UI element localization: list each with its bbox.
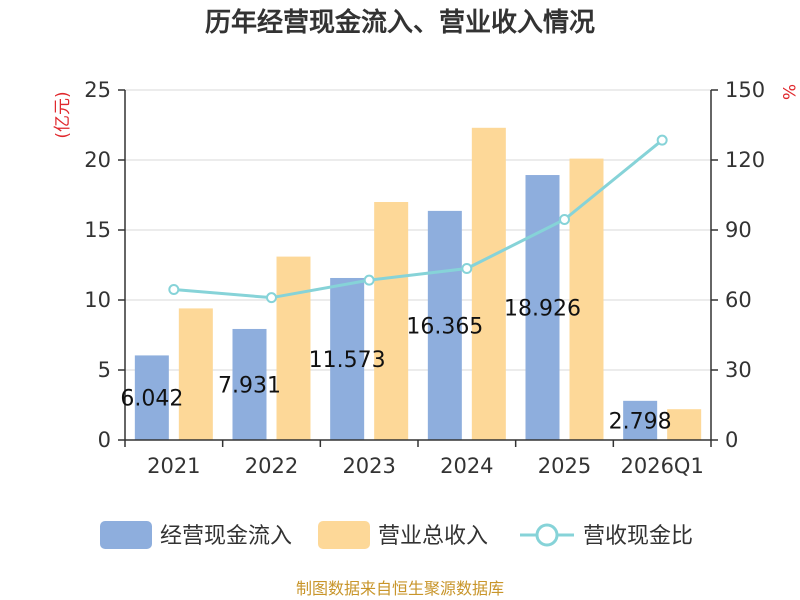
y-left-unit-label: (亿元): [53, 91, 73, 138]
ratio-line: [168, 134, 668, 304]
legend-label: 经营现金流入: [160, 524, 292, 549]
y-right-tick-label: 90: [725, 218, 752, 242]
cash-inflow-data-label: 7.931: [218, 373, 281, 398]
bars: [134, 127, 702, 441]
chart-title: 历年经营现金流入、营业收入情况: [205, 7, 595, 38]
cash-inflow-bar: [330, 277, 365, 440]
revenue-bar: [178, 308, 213, 440]
y-left-tick-label: 15: [84, 218, 111, 242]
x-tick-label: 2025: [538, 454, 591, 478]
revenue-bar: [471, 127, 506, 441]
y-left-tick-label: 25: [84, 78, 111, 102]
ratio-point: [461, 263, 473, 274]
data-labels: 6.042 7.931 11.573 16.365 18.926 2.798: [120, 297, 671, 435]
ratio-point: [559, 214, 570, 225]
legend-marker: [535, 523, 559, 547]
cash-inflow-bar: [232, 328, 267, 440]
cash-inflow-bar: [134, 355, 169, 440]
source-note: 制图数据来自恒生聚源数据库: [296, 579, 504, 598]
legend-item-revenue[interactable]: 营业总收入: [318, 521, 488, 549]
cash-inflow-data-label: 16.365: [406, 314, 483, 339]
y-left-tick-label: 10: [84, 288, 111, 312]
cash-inflow-bar: [623, 400, 658, 440]
legend-item-cash-inflow[interactable]: 经营现金流入: [100, 521, 292, 549]
x-tick-label: 2024: [440, 454, 493, 478]
cash-inflow-data-label: 6.042: [120, 387, 183, 412]
revenue-bar: [276, 256, 311, 440]
revenue-bar: [374, 202, 409, 440]
y-right-tick-label: 30: [725, 358, 752, 382]
x-tick-label: 2021: [147, 454, 200, 478]
cash-inflow-data-label: 18.926: [504, 297, 581, 322]
y-right-tick-label: 150: [725, 78, 765, 102]
revenue-bar: [569, 158, 604, 440]
x-tick-label: 2023: [342, 454, 395, 478]
cash-inflow-bar: [525, 175, 560, 440]
legend-swatch: [318, 521, 370, 549]
y-left-tick-label: 20: [84, 148, 111, 172]
x-tick-label: 2022: [245, 454, 298, 478]
grid-lines: [125, 89, 711, 371]
ratio-point: [266, 292, 277, 304]
ratio-point: [656, 134, 668, 146]
y-right-tick-label: 120: [725, 148, 765, 172]
y-left-tick-label: 0: [98, 428, 111, 452]
y-right-tick-label: 60: [725, 288, 752, 312]
revenue-bar: [667, 409, 702, 440]
y-right-tick-label: 0: [725, 428, 738, 452]
legend-swatch: [100, 521, 152, 549]
legend-label: 营业总收入: [378, 524, 488, 549]
cash-inflow-data-label: 2.798: [609, 409, 672, 434]
cash-inflow-data-label: 11.573: [309, 348, 386, 373]
y-left-tick-label: 5: [98, 358, 111, 382]
legend: 经营现金流入 营业总收入 营收现金比: [100, 521, 693, 549]
ratio-point: [363, 274, 375, 286]
legend-label: 营收现金比: [583, 524, 693, 549]
cash-inflow-bar: [427, 210, 462, 440]
legend-item-ratio[interactable]: 营收现金比: [520, 523, 693, 549]
y-right-unit-label: %: [778, 84, 798, 100]
ratio-point: [168, 284, 180, 295]
x-tick-label: 2026Q1: [620, 454, 703, 478]
ratio-line-path: [173, 139, 664, 300]
